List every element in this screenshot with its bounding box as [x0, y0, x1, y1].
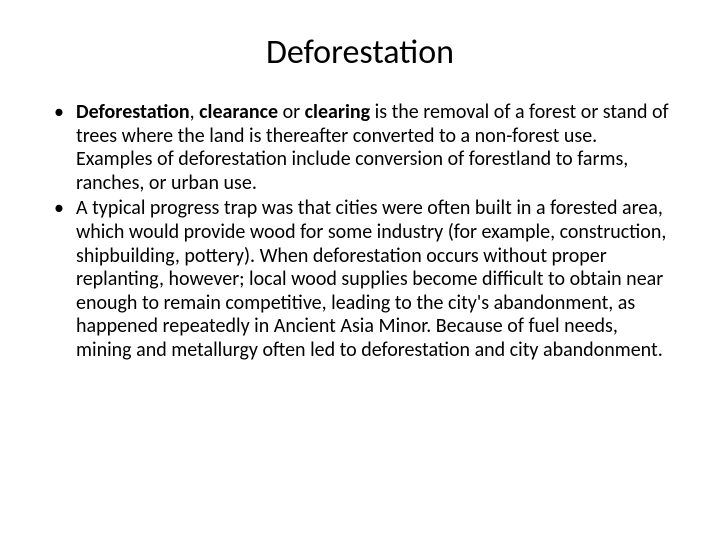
text-span: A typical progress trap was that cities … [76, 196, 666, 362]
slide: Deforestation Deforestation, clearance o… [0, 0, 720, 540]
bold-term: Deforestation [76, 100, 190, 124]
bullet-item: Deforestation, clearance or clearing is … [76, 101, 672, 195]
slide-title: Deforestation [48, 32, 672, 73]
bold-term: clearing [305, 100, 370, 124]
bold-term: clearance [199, 100, 278, 124]
text-span: , [190, 100, 200, 124]
bullet-item: A typical progress trap was that cities … [76, 197, 672, 362]
bullet-list: Deforestation, clearance or clearing is … [48, 101, 672, 363]
text-span: or [278, 100, 305, 124]
slide-body: Deforestation, clearance or clearing is … [48, 101, 672, 363]
